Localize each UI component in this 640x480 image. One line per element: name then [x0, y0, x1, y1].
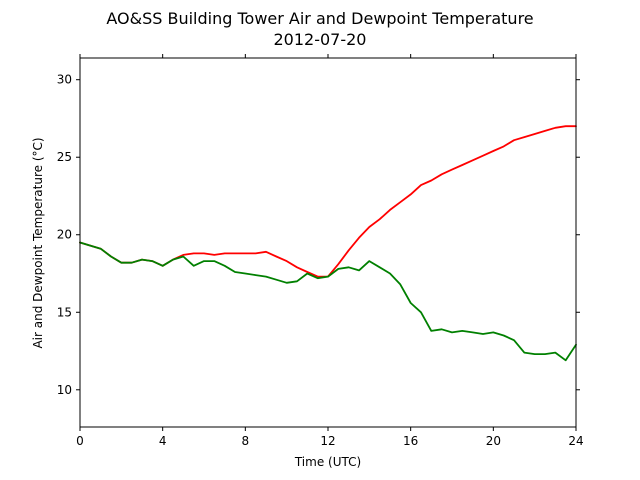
x-tick-label: 20 [486, 434, 501, 448]
x-tick-label: 8 [242, 434, 250, 448]
y-tick-label: 20 [57, 228, 72, 242]
y-tick-label: 10 [57, 383, 72, 397]
x-tick-label: 12 [320, 434, 335, 448]
chart-title: AO&SS Building Tower Air and Dewpoint Te… [106, 9, 533, 28]
x-tick-label: 24 [568, 434, 583, 448]
chart-subtitle: 2012-07-20 [274, 30, 367, 49]
tick-layer: 0 4 8 12 16 20 24 10 15 20 25 30 [57, 54, 584, 448]
y-axis-label: Air and Dewpoint Temperature (°C) [31, 137, 45, 348]
series-layer [79, 125, 577, 362]
x-tick-label: 4 [159, 434, 167, 448]
x-tick-label: 16 [403, 434, 418, 448]
y-tick-label: 25 [57, 150, 72, 164]
y-tick-label: 30 [57, 73, 72, 87]
plot-frame [79, 57, 577, 428]
series-line-2 [79, 241, 577, 362]
series-line-1 [79, 125, 577, 278]
y-tick-label: 15 [57, 305, 72, 319]
x-tick-label: 0 [76, 434, 84, 448]
x-axis-label: Time (UTC) [294, 455, 361, 469]
